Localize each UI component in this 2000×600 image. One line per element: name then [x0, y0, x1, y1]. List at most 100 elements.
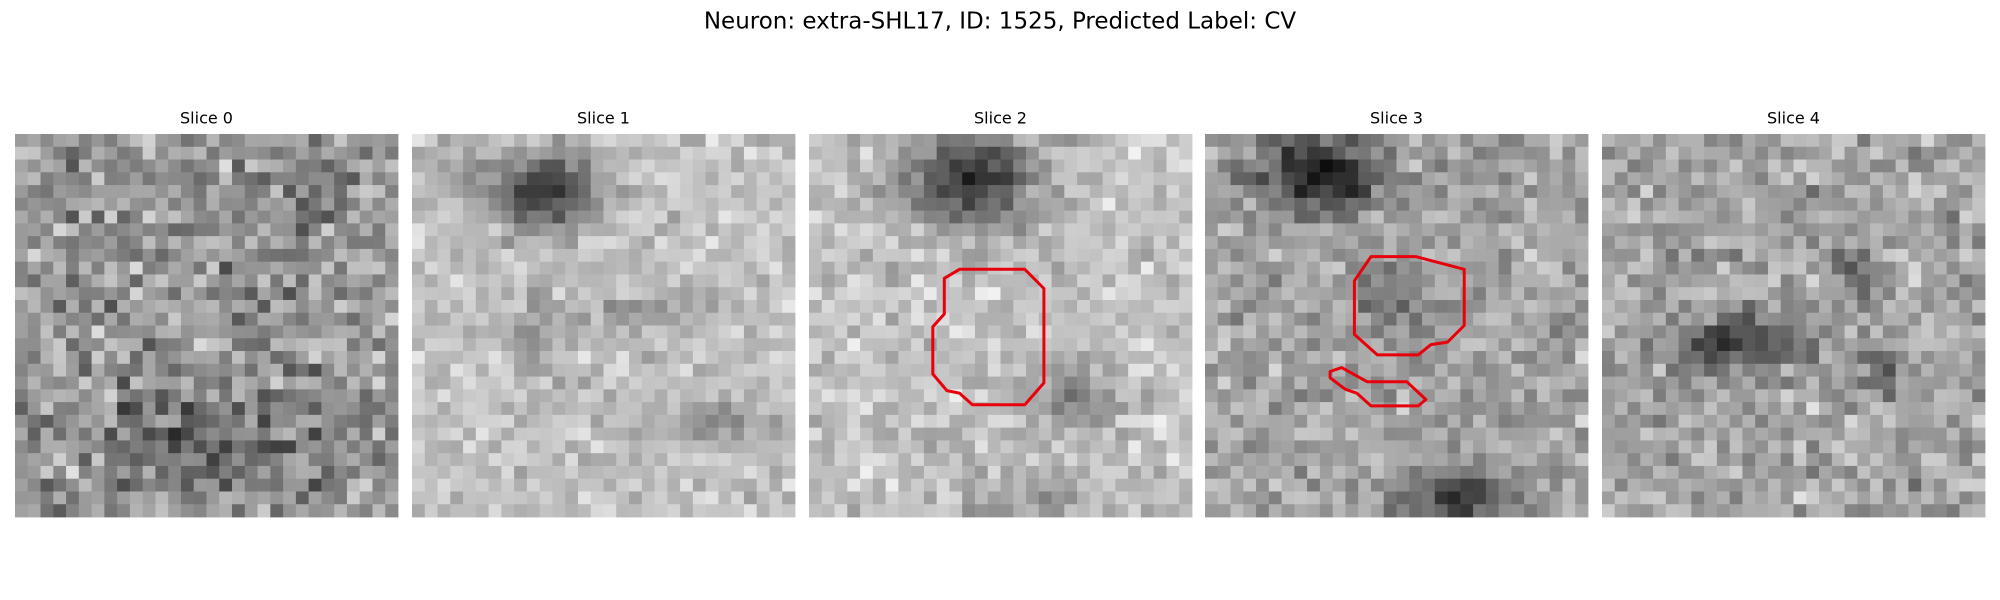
pixel [412, 185, 426, 199]
pixel [1844, 427, 1858, 441]
pixel [552, 440, 566, 454]
pixel [244, 491, 258, 505]
pixel [860, 312, 874, 326]
pixel [155, 440, 169, 454]
pixel [1691, 185, 1705, 199]
pixel [949, 504, 963, 518]
pixel [809, 453, 823, 467]
pixel [1755, 197, 1769, 211]
pixel [1473, 504, 1487, 518]
pixel [705, 376, 719, 390]
pixel [1064, 363, 1078, 377]
pixel [1473, 338, 1487, 352]
pixel [40, 465, 54, 480]
pixel [1549, 440, 1563, 454]
pixel [244, 427, 258, 441]
pixel [1602, 376, 1616, 390]
pixel [834, 172, 848, 186]
pixel [206, 146, 220, 160]
pixel [1153, 325, 1167, 339]
pixel [1921, 491, 1935, 505]
pixel [1434, 223, 1448, 237]
pixel [821, 197, 835, 211]
pixel [129, 402, 144, 416]
pixel [1921, 363, 1935, 377]
pixel [1370, 159, 1385, 173]
pixel [270, 325, 284, 339]
pixel [834, 312, 848, 326]
pixel [1742, 146, 1756, 160]
pixel [1640, 236, 1654, 250]
pixel [1102, 312, 1116, 326]
pixel [334, 414, 348, 429]
pixel [346, 465, 361, 480]
pixel [53, 248, 67, 263]
pixel [1409, 146, 1423, 160]
pixel [193, 312, 207, 326]
pixel [270, 351, 284, 365]
pixel [1460, 287, 1474, 301]
pixel [1908, 197, 1922, 211]
pixel [321, 402, 335, 416]
pixel [1691, 491, 1705, 505]
pixel [1704, 453, 1718, 467]
pixel [641, 478, 655, 492]
pixel [577, 172, 592, 186]
pixel [1077, 223, 1091, 237]
pixel [1704, 427, 1718, 441]
pixel [1549, 414, 1563, 429]
pixel [1000, 287, 1014, 301]
pixel [641, 363, 655, 377]
pixel [1319, 338, 1334, 352]
pixel [514, 274, 528, 288]
pixel [244, 248, 258, 263]
pixel [885, 440, 899, 454]
pixel [1294, 363, 1308, 377]
pixel [142, 146, 156, 160]
pixel [756, 363, 770, 377]
pixel [104, 504, 118, 518]
pixel [1729, 223, 1743, 237]
pixel [1767, 363, 1782, 377]
pixel [1307, 223, 1321, 237]
pixel [206, 440, 220, 454]
pixel [412, 351, 426, 365]
pixel [1498, 363, 1512, 377]
pixel [15, 376, 29, 390]
pixel [1780, 504, 1794, 518]
pixel [1536, 274, 1551, 288]
pixel [743, 338, 758, 352]
pixel [1153, 312, 1167, 326]
pixel [1485, 491, 1500, 505]
pixel [270, 274, 284, 288]
pixel [680, 299, 694, 314]
pixel [1549, 376, 1563, 390]
pixel [1205, 299, 1219, 314]
pixel [860, 172, 874, 186]
pixel [756, 210, 770, 224]
pixel [193, 440, 207, 454]
pixel [1844, 210, 1858, 224]
pixel [1498, 402, 1512, 416]
pixel [15, 223, 29, 237]
pixel [987, 440, 1001, 454]
pixel [1921, 236, 1935, 250]
pixel [142, 159, 156, 173]
pixel [91, 185, 105, 199]
pixel [1307, 414, 1321, 429]
pixel [91, 261, 105, 275]
pixel [1640, 402, 1654, 416]
pixel [1895, 440, 1909, 454]
pixel [1602, 274, 1616, 288]
pixel [1128, 414, 1142, 429]
pixel [372, 427, 386, 441]
pixel [731, 453, 745, 467]
pixel [1498, 172, 1512, 186]
pixel [1562, 427, 1576, 441]
pixel [821, 402, 835, 416]
pixel [1959, 261, 1973, 275]
pixel [1345, 287, 1359, 301]
pixel [1640, 325, 1654, 339]
pixel [616, 261, 630, 275]
pixel [1704, 478, 1718, 492]
